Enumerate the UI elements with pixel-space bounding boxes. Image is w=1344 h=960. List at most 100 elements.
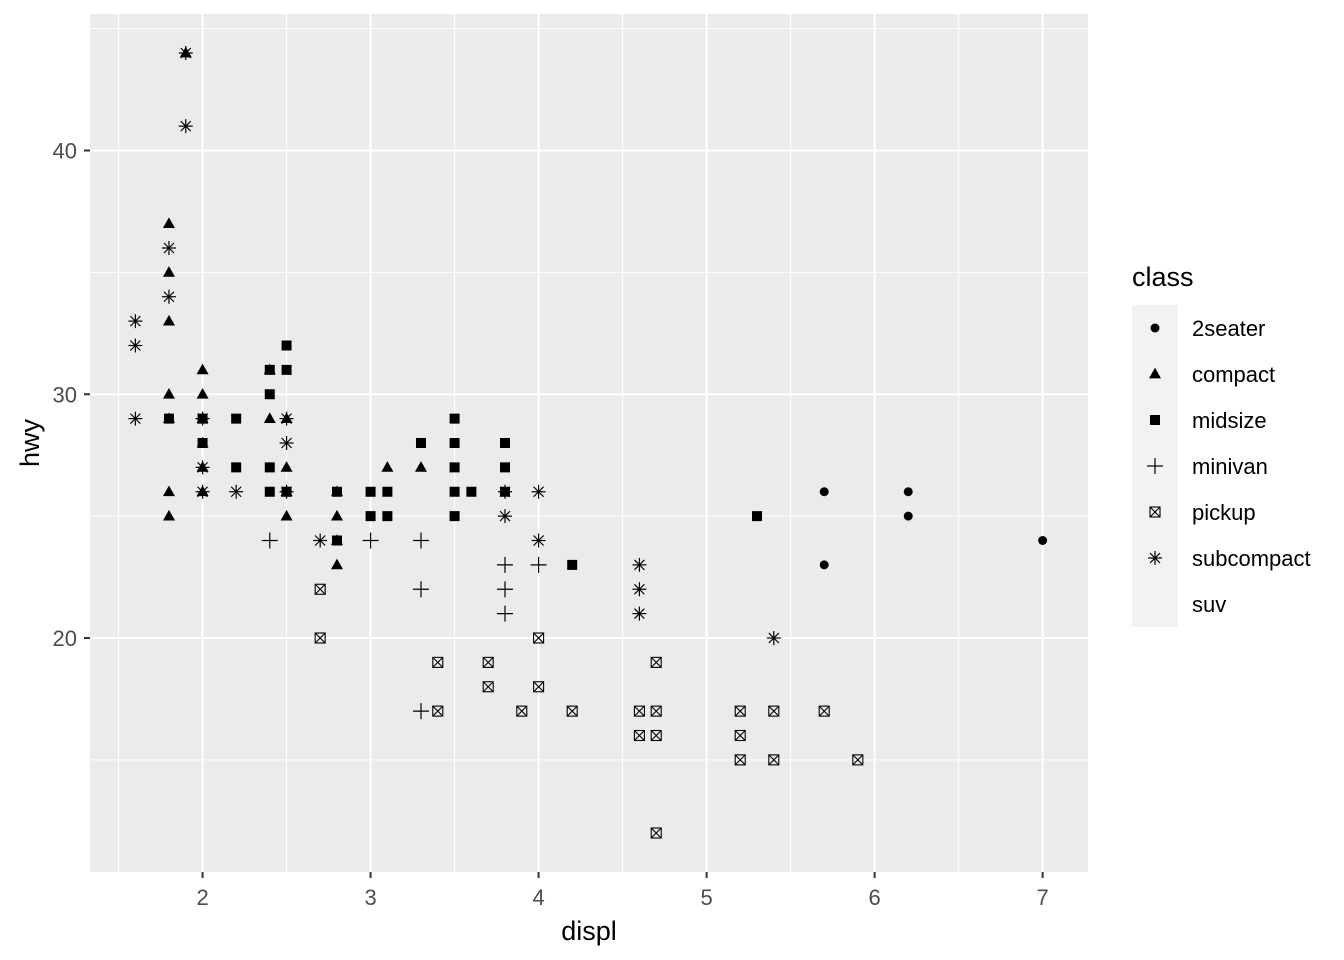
point-compact: [162, 217, 175, 229]
point-midsize: [264, 486, 275, 497]
point-pickup: [482, 681, 494, 693]
point-subcompact: [632, 606, 647, 621]
point-midsize: [163, 413, 174, 424]
point-midsize: [264, 462, 275, 473]
minor-gridlines: [90, 14, 1088, 872]
legend-label-pickup: pickup: [1192, 500, 1256, 525]
data-points: [128, 46, 1048, 839]
point-pickup: [768, 705, 780, 717]
point-pickup: [516, 705, 528, 717]
point-subcompact: [313, 533, 328, 548]
point-midsize: [499, 438, 510, 448]
legend-key-midsize: [1150, 415, 1160, 425]
point-compact: [263, 412, 276, 424]
point-midsize: [382, 486, 393, 497]
point-minivan: [496, 581, 513, 598]
point-midsize: [264, 364, 275, 375]
point-compact: [162, 485, 175, 497]
point-subcompact: [279, 484, 294, 499]
point-compact: [162, 314, 175, 326]
point-midsize: [567, 559, 578, 570]
point-2seater: [819, 487, 829, 497]
x-tick-label: 4: [532, 885, 544, 910]
point-compact: [280, 509, 293, 521]
point-subcompact: [195, 411, 210, 426]
x-tick-label: 6: [868, 885, 880, 910]
point-subcompact: [531, 484, 546, 499]
legend-key-subcompact: [1148, 551, 1162, 565]
point-subcompact: [178, 46, 193, 60]
point-pickup: [314, 632, 326, 644]
point-subcompact: [229, 484, 244, 499]
point-pickup: [432, 656, 444, 668]
point-subcompact: [195, 484, 210, 499]
legend-label-2seater: 2seater: [1192, 316, 1265, 341]
legend-key-compact: [1149, 367, 1161, 379]
legend-label-midsize: midsize: [1192, 408, 1267, 433]
y-tick-label: 30: [53, 382, 77, 407]
panel-background: [90, 14, 1088, 872]
point-pickup: [650, 729, 662, 742]
point-pickup: [818, 705, 830, 717]
point-midsize: [331, 486, 342, 497]
point-midsize: [449, 462, 460, 473]
x-tick-label: 3: [364, 885, 376, 910]
point-subcompact: [632, 582, 647, 597]
point-2seater: [903, 487, 913, 497]
point-minivan: [412, 532, 429, 549]
y-axis-title: hwy: [15, 418, 45, 467]
point-pickup: [852, 754, 864, 766]
point-pickup: [734, 729, 746, 742]
point-compact: [330, 558, 343, 570]
point-midsize: [752, 511, 763, 522]
point-pickup: [633, 729, 645, 742]
point-minivan: [261, 532, 278, 549]
legend-key-2seater: [1150, 323, 1160, 333]
point-subcompact: [497, 509, 512, 524]
x-tick-label: 2: [196, 885, 208, 910]
point-subcompact: [279, 411, 294, 426]
point-minivan: [496, 556, 513, 573]
point-subcompact: [178, 119, 193, 134]
legend-label-subcompact: subcompact: [1192, 546, 1311, 571]
point-midsize: [449, 486, 460, 497]
point-compact: [280, 461, 293, 472]
y-tick-label: 40: [53, 139, 77, 164]
point-minivan: [412, 703, 429, 720]
legend-title: class: [1132, 262, 1194, 292]
point-2seater: [819, 560, 829, 570]
major-gridlines: [90, 14, 1088, 872]
legend-label-minivan: minivan: [1192, 454, 1268, 479]
point-pickup: [314, 583, 326, 595]
point-pickup: [482, 656, 494, 668]
point-midsize: [415, 438, 426, 448]
point-pickup: [734, 705, 746, 717]
legend-label-compact: compact: [1192, 362, 1275, 387]
point-midsize: [281, 364, 292, 375]
point-compact: [414, 461, 427, 472]
point-midsize: [382, 511, 393, 522]
legend-key-minivan: [1147, 458, 1163, 474]
point-subcompact: [497, 484, 512, 499]
point-subcompact: [161, 289, 176, 304]
point-subcompact: [766, 631, 781, 645]
point-pickup: [566, 705, 578, 717]
point-midsize: [449, 438, 460, 448]
legend: class 2seater compact midsize minivan pickup…: [1132, 262, 1311, 627]
point-midsize: [231, 413, 242, 424]
x-tick-label: 5: [700, 885, 712, 910]
point-midsize: [197, 438, 208, 448]
legend-key-background: [1132, 581, 1178, 627]
point-pickup: [533, 632, 545, 644]
point-midsize: [449, 413, 460, 424]
point-compact: [162, 387, 175, 399]
point-subcompact: [531, 533, 546, 548]
point-subcompact: [128, 314, 143, 329]
point-compact: [162, 266, 175, 277]
point-subcompact: [632, 557, 647, 572]
axis-ticks: [84, 149, 1044, 878]
point-pickup: [533, 681, 545, 693]
point-midsize: [331, 535, 342, 546]
point-minivan: [362, 532, 379, 549]
